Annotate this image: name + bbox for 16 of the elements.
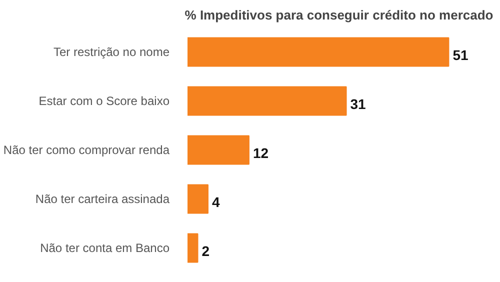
- chart-title: % Impeditivos para conseguir crédito no mercado: [184, 8, 494, 22]
- bar: [188, 233, 198, 263]
- y-tick-label: Não ter como comprovar renda: [3, 143, 170, 157]
- y-tick-label: Ter restrição no nome: [53, 45, 170, 59]
- bar: [188, 135, 250, 165]
- bar: [188, 37, 450, 67]
- data-label: 12: [252, 145, 269, 161]
- bar: [188, 184, 208, 214]
- data-label: 31: [350, 96, 366, 112]
- data-label: 51: [452, 47, 468, 63]
- y-tick-label: Estar com o Score baixo: [38, 94, 170, 108]
- bar: [188, 86, 347, 116]
- data-label: 2: [202, 243, 210, 259]
- data-label: 4: [212, 194, 220, 210]
- y-tick-label: Não ter conta em Banco: [40, 241, 170, 255]
- y-tick-label: Não ter carteira assinada: [35, 192, 170, 206]
